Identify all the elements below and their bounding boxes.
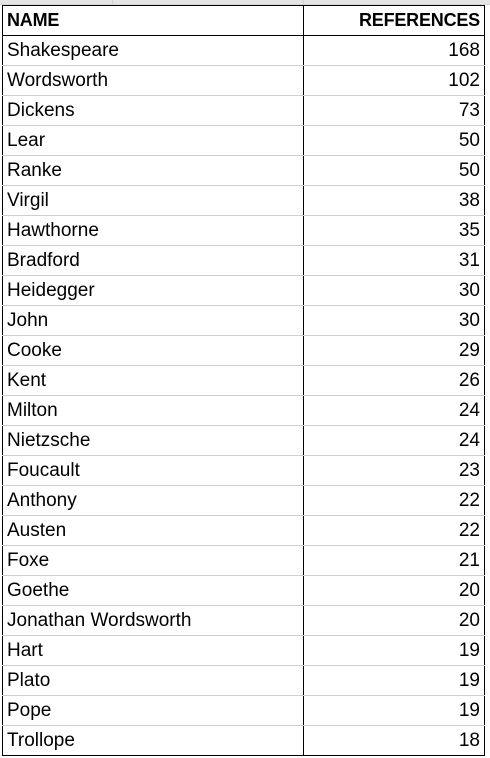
- name-cell[interactable]: Wordsworth: [2, 65, 304, 96]
- references-cell[interactable]: 38: [303, 185, 485, 216]
- table-row: Plato 19: [2, 665, 485, 696]
- sheet-top-edge: [0, 0, 490, 5]
- name-cell[interactable]: Foucault: [2, 455, 304, 486]
- name-cell[interactable]: Virgil: [2, 185, 304, 216]
- table-row: Hart 19: [2, 635, 485, 666]
- name-cell[interactable]: Heidegger: [2, 275, 304, 306]
- name-cell[interactable]: Bradford: [2, 245, 304, 276]
- references-cell[interactable]: 30: [303, 305, 485, 336]
- name-cell[interactable]: Lear: [2, 125, 304, 156]
- table-row: Austen 22: [2, 515, 485, 546]
- table-row: Goethe 20: [2, 575, 485, 606]
- column-gridline: [112, 0, 113, 4]
- references-cell[interactable]: 29: [303, 335, 485, 366]
- references-cell[interactable]: 23: [303, 455, 485, 486]
- table-row: John 30: [2, 305, 485, 336]
- table-row: Dickens 73: [2, 95, 485, 126]
- table-row: Ranke 50: [2, 155, 485, 186]
- table-header-row: NAME REFERENCES: [2, 5, 485, 36]
- references-cell[interactable]: 24: [303, 395, 485, 426]
- table-row: Milton 24: [2, 395, 485, 426]
- references-cell[interactable]: 20: [303, 605, 485, 636]
- name-cell[interactable]: Foxe: [2, 545, 304, 576]
- name-cell[interactable]: Plato: [2, 665, 304, 696]
- table-row: Virgil 38: [2, 185, 485, 216]
- table-row: Trollope 18: [2, 725, 485, 756]
- references-cell[interactable]: 22: [303, 515, 485, 546]
- references-cell[interactable]: 50: [303, 125, 485, 156]
- references-cell[interactable]: 22: [303, 485, 485, 516]
- name-cell[interactable]: Ranke: [2, 155, 304, 186]
- references-cell[interactable]: 18: [303, 725, 485, 756]
- name-cell[interactable]: Nietzsche: [2, 425, 304, 456]
- name-column-header[interactable]: NAME: [2, 5, 304, 36]
- table-row: Wordsworth 102: [2, 65, 485, 96]
- table-row: Foxe 21: [2, 545, 485, 576]
- references-column-header[interactable]: REFERENCES: [303, 5, 485, 36]
- name-cell[interactable]: Shakespeare: [2, 35, 304, 66]
- name-cell[interactable]: Trollope: [2, 725, 304, 756]
- references-cell[interactable]: 20: [303, 575, 485, 606]
- name-cell[interactable]: Dickens: [2, 95, 304, 126]
- table-row: Nietzsche 24: [2, 425, 485, 456]
- name-cell[interactable]: Jonathan Wordsworth: [2, 605, 304, 636]
- references-cell[interactable]: 19: [303, 665, 485, 696]
- column-gridline: [303, 0, 304, 4]
- references-cell[interactable]: 50: [303, 155, 485, 186]
- table-row: Lear 50: [2, 125, 485, 156]
- references-cell[interactable]: 35: [303, 215, 485, 246]
- name-cell[interactable]: Milton: [2, 395, 304, 426]
- references-cell[interactable]: 30: [303, 275, 485, 306]
- references-cell[interactable]: 73: [303, 95, 485, 126]
- table-row: Foucault 23: [2, 455, 485, 486]
- name-cell[interactable]: Hawthorne: [2, 215, 304, 246]
- references-cell[interactable]: 19: [303, 695, 485, 726]
- references-cell[interactable]: 31: [303, 245, 485, 276]
- name-cell[interactable]: Cooke: [2, 335, 304, 366]
- name-cell[interactable]: John: [2, 305, 304, 336]
- references-cell[interactable]: 102: [303, 65, 485, 96]
- table-row: Hawthorne 35: [2, 215, 485, 246]
- references-table: NAME REFERENCES Shakespeare 168 Wordsworth…: [2, 5, 485, 756]
- table-row: Kent 26: [2, 365, 485, 396]
- table-row: Anthony 22: [2, 485, 485, 516]
- references-cell[interactable]: 19: [303, 635, 485, 666]
- table-row: Jonathan Wordsworth 20: [2, 605, 485, 636]
- references-cell[interactable]: 168: [303, 35, 485, 66]
- table-row: Pope 19: [2, 695, 485, 726]
- references-cell[interactable]: 26: [303, 365, 485, 396]
- references-cell[interactable]: 24: [303, 425, 485, 456]
- name-cell[interactable]: Kent: [2, 365, 304, 396]
- name-cell[interactable]: Anthony: [2, 485, 304, 516]
- name-cell[interactable]: Austen: [2, 515, 304, 546]
- references-cell[interactable]: 21: [303, 545, 485, 576]
- name-cell[interactable]: Goethe: [2, 575, 304, 606]
- table-row: Bradford 31: [2, 245, 485, 276]
- table-body: Shakespeare 168 Wordsworth 102 Dickens 73 Lear…: [2, 35, 485, 756]
- table-row: Shakespeare 168: [2, 35, 485, 66]
- name-cell[interactable]: Hart: [2, 635, 304, 666]
- table-row: Heidegger 30: [2, 275, 485, 306]
- name-cell[interactable]: Pope: [2, 695, 304, 726]
- table-row: Cooke 29: [2, 335, 485, 366]
